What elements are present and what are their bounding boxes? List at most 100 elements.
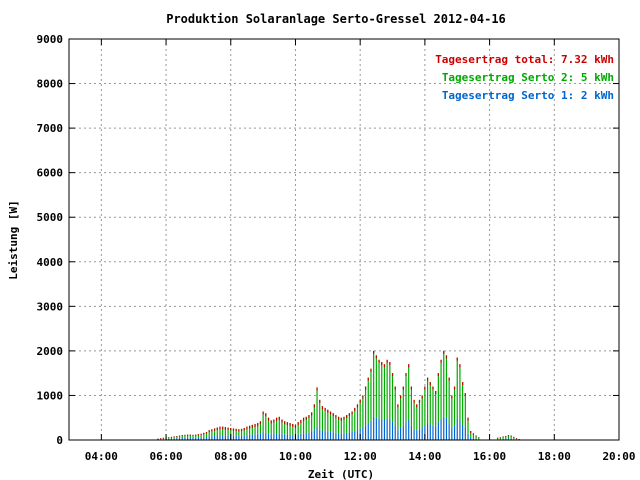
bar-serto2 [470,431,472,438]
x-tick-label: 06:00 [149,450,182,463]
bar-serto1 [432,425,434,440]
bar-serto2 [238,429,240,436]
bar-serto1 [205,436,208,440]
bar-serto1 [292,435,294,440]
bar-serto2 [386,359,388,419]
bar-serto2 [240,428,243,436]
bar-serto2 [222,426,224,436]
bar-serto1 [281,433,283,440]
legend-entry: Tagesertrag Serto 2: 5 kWh [442,71,614,84]
y-tick-label: 5000 [37,211,64,224]
bar-total [386,359,388,363]
bar-serto2 [440,359,442,420]
y-tick-label: 9000 [37,33,64,46]
y-tick-label: 8000 [37,78,64,91]
bar-serto1 [462,424,464,440]
bar-serto2 [203,432,205,438]
bar-serto1 [456,418,458,440]
bar-serto2 [421,395,423,428]
bar-serto1 [505,438,507,440]
bar-serto1 [302,433,305,440]
bar-serto2 [297,422,299,435]
bar-total [319,399,321,403]
bar-total [364,386,367,390]
bar-serto2 [308,415,310,433]
bar-serto1 [316,426,318,440]
bar-serto1 [176,438,178,440]
plot-frame [68,38,620,441]
bar-serto2 [402,386,404,426]
bar-serto1 [413,429,415,440]
bar-serto2 [343,416,345,434]
bar-total [240,428,243,432]
bar-serto1 [362,427,364,440]
bar-serto1 [435,426,437,440]
bar-serto2 [354,407,356,432]
bar-total [297,422,299,426]
bar-total [292,423,294,427]
bar-total [373,350,375,354]
bar-serto1 [437,422,439,440]
bar-serto1 [375,417,377,440]
bar-serto1 [416,430,418,440]
bar-serto1 [168,438,170,440]
bar-total [213,428,216,431]
bar-serto2 [378,359,380,419]
bar-serto2 [340,417,342,434]
bar-serto1 [367,423,369,440]
bar-serto1 [189,437,191,440]
bar-serto1 [510,438,512,440]
bar-total [230,427,232,431]
bar-serto2 [373,350,375,417]
y-tick-label: 2000 [37,345,64,358]
bar-total [464,393,466,397]
bar-serto1 [284,434,286,440]
bar-serto2 [257,423,259,434]
bar-total [227,427,229,431]
bar-total [502,436,504,438]
bar-total [246,426,248,430]
bar-serto2 [381,362,383,420]
bar-serto2 [413,399,415,430]
bar-serto2 [375,355,377,418]
y-tick-label: 6000 [37,167,64,180]
bar-serto2 [400,395,402,428]
bar-serto2 [418,399,421,430]
bar-serto1 [400,427,402,440]
bar-serto2 [370,368,372,421]
bar-serto2 [348,413,350,433]
x-axis-label: Zeit (UTC) [308,468,374,480]
bar-serto2 [448,377,450,424]
bar-serto1 [262,432,264,440]
bar-serto1 [270,434,272,440]
bar-serto1 [421,427,423,440]
bar-total [410,386,413,390]
x-tick-label: 12:00 [344,450,377,463]
bar-serto1 [267,433,270,440]
bar-serto1 [351,431,353,440]
x-tick-label: 16:00 [473,450,506,463]
bar-serto1 [224,435,226,440]
bar-total [405,373,407,377]
bar-total [275,417,278,421]
bar-total [402,386,404,390]
bar-serto2 [305,416,307,434]
bar-serto1 [265,432,267,440]
bar-total [378,359,380,363]
bar-serto2 [292,423,294,436]
bar-total [222,426,224,430]
bar-serto1 [300,433,302,440]
bar-serto1 [453,425,456,440]
bar-serto2 [364,386,367,426]
bar-serto2 [335,415,337,433]
legend-entry: Tagesertrag Serto 1: 2 kWh [442,89,614,102]
bar-total [356,404,359,408]
bar-total [394,386,396,390]
bar-serto1 [273,433,275,440]
bar-serto1 [240,435,243,440]
bar-serto2 [224,427,226,436]
bar-total [197,434,200,436]
bar-serto2 [249,425,251,435]
bar-serto2 [332,413,334,433]
bar-total [416,404,418,408]
